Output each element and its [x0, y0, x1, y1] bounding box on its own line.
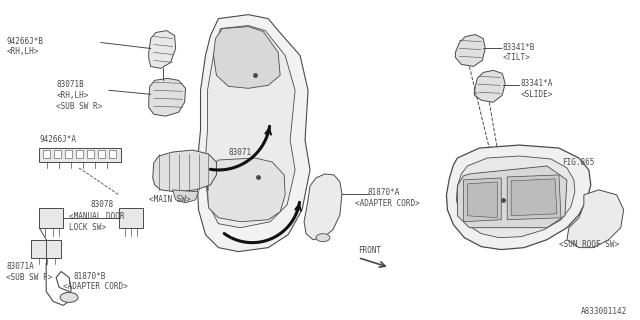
- Text: <SLIDE>: <SLIDE>: [520, 90, 552, 99]
- Polygon shape: [567, 190, 623, 248]
- Polygon shape: [207, 158, 285, 222]
- Text: 81870*A: 81870*A: [368, 188, 400, 197]
- Polygon shape: [304, 174, 342, 240]
- Ellipse shape: [60, 292, 78, 302]
- Polygon shape: [467, 182, 497, 218]
- Polygon shape: [54, 150, 61, 158]
- Polygon shape: [214, 27, 280, 88]
- Polygon shape: [148, 78, 186, 116]
- Text: 81870*B: 81870*B: [73, 271, 106, 281]
- Polygon shape: [456, 156, 575, 238]
- Polygon shape: [119, 208, 143, 228]
- Text: 83341*A: 83341*A: [520, 79, 552, 88]
- Polygon shape: [474, 70, 505, 102]
- Text: <RH,LH>: <RH,LH>: [56, 91, 88, 100]
- Text: <ADAPTER CORD>: <ADAPTER CORD>: [63, 283, 128, 292]
- Polygon shape: [39, 208, 63, 228]
- Polygon shape: [205, 26, 295, 228]
- Polygon shape: [39, 148, 121, 162]
- Text: <RH,LH>: <RH,LH>: [6, 47, 39, 57]
- Text: 94266J*A: 94266J*A: [39, 135, 76, 144]
- Polygon shape: [65, 150, 72, 158]
- Text: FIG.865: FIG.865: [562, 158, 595, 167]
- Text: <TILT>: <TILT>: [502, 53, 530, 62]
- Text: 94266J*B: 94266J*B: [6, 36, 44, 45]
- Text: <SUN ROOF SW>: <SUN ROOF SW>: [559, 240, 619, 249]
- Text: 83071B: 83071B: [56, 80, 84, 89]
- Polygon shape: [447, 145, 591, 250]
- Text: A833001142: A833001142: [580, 307, 627, 316]
- Polygon shape: [507, 175, 561, 220]
- Polygon shape: [463, 178, 501, 222]
- Polygon shape: [173, 190, 198, 203]
- Text: <ADAPTER CORD>: <ADAPTER CORD>: [355, 199, 420, 208]
- Polygon shape: [148, 31, 175, 68]
- Polygon shape: [511, 179, 557, 216]
- Text: 83071: 83071: [228, 148, 252, 157]
- Text: <MAIN SW>: <MAIN SW>: [148, 195, 190, 204]
- Polygon shape: [153, 150, 216, 192]
- Text: LOCK SW>: LOCK SW>: [69, 223, 106, 232]
- Polygon shape: [109, 150, 116, 158]
- Polygon shape: [196, 15, 310, 252]
- Polygon shape: [31, 240, 61, 258]
- Text: <SUB SW F>: <SUB SW F>: [6, 273, 52, 282]
- Polygon shape: [456, 35, 485, 67]
- Text: 83341*B: 83341*B: [502, 43, 534, 52]
- Polygon shape: [87, 150, 94, 158]
- Text: <SUB SW R>: <SUB SW R>: [56, 102, 102, 111]
- Text: FRONT: FRONT: [358, 246, 381, 255]
- Polygon shape: [458, 166, 567, 228]
- Polygon shape: [98, 150, 105, 158]
- Polygon shape: [76, 150, 83, 158]
- Text: 83078: 83078: [91, 200, 114, 209]
- Text: 83071A: 83071A: [6, 261, 34, 270]
- Text: <MANUAL DOOR: <MANUAL DOOR: [69, 212, 125, 221]
- Polygon shape: [44, 150, 50, 158]
- Ellipse shape: [316, 234, 330, 242]
